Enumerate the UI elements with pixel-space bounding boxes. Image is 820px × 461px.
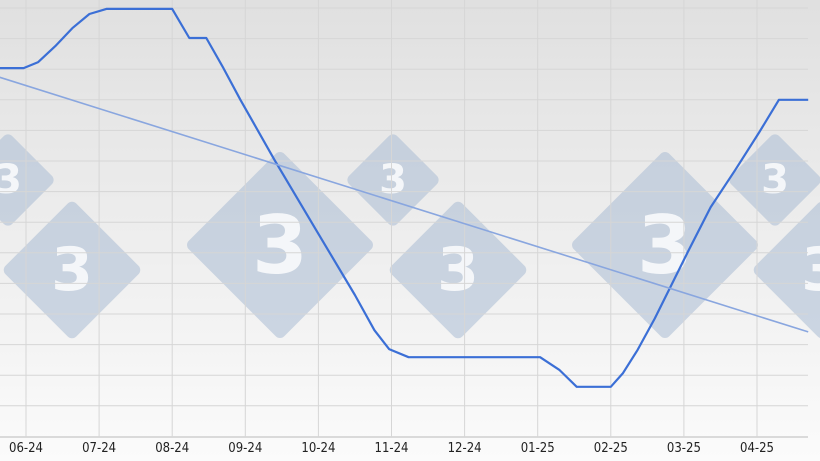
x-tick-label: 08-24: [155, 441, 189, 456]
trend-line: [0, 76, 809, 333]
x-tick-label: 06-24: [9, 441, 43, 456]
x-tick-label: 07-24: [82, 441, 116, 456]
x-tick-label: 11-24: [375, 441, 409, 456]
x-tick-label: 12-24: [448, 441, 482, 456]
x-tick-label: 04-25: [740, 441, 774, 456]
x-tick-label: 01-25: [521, 441, 555, 456]
x-tick-label: 02-25: [594, 441, 628, 456]
x-tick-label: 09-24: [228, 441, 262, 456]
price-line: [0, 7, 809, 388]
x-tick-label: 10-24: [301, 441, 335, 456]
x-tick-label: 03-25: [667, 441, 701, 456]
